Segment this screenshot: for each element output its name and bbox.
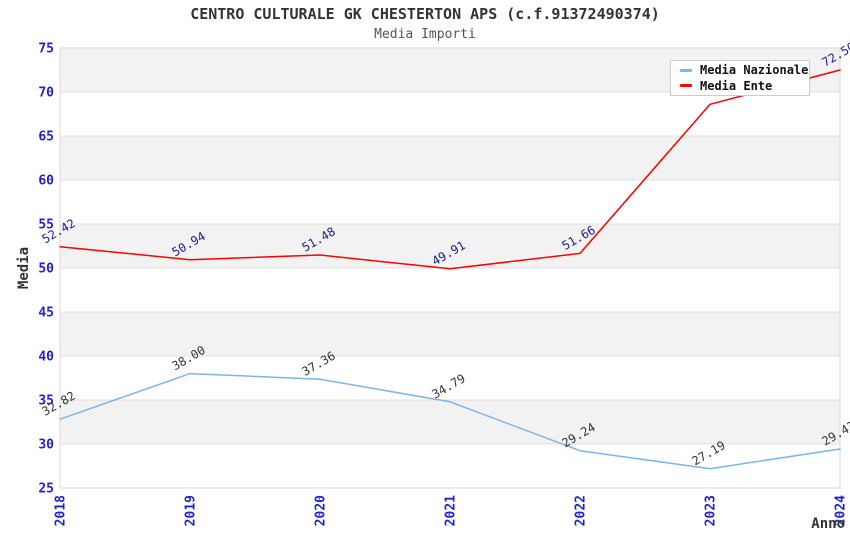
y-tick-label: 60 — [38, 174, 54, 189]
x-tick-label: 2019 — [184, 495, 199, 526]
y-tick-label: 65 — [38, 130, 54, 145]
y-tick-label: 75 — [38, 42, 54, 57]
chart-title: CENTRO CULTURALE GK CHESTERTON APS (c.f.… — [0, 5, 850, 23]
y-axis-title: Media — [16, 247, 32, 289]
band — [60, 312, 840, 356]
band — [60, 400, 840, 444]
y-tick-label: 45 — [38, 306, 54, 321]
line-swatch-icon — [680, 84, 692, 87]
legend: Media Nazionale Media Ente — [670, 60, 810, 96]
y-tick-label: 25 — [38, 482, 54, 497]
x-tick-label: 2022 — [574, 495, 589, 526]
legend-item-media-ente[interactable]: Media Ente — [680, 79, 800, 93]
y-tick-label: 70 — [38, 86, 54, 101]
y-tick-label: 30 — [38, 438, 54, 453]
legend-label-media-nazionale: Media Nazionale — [700, 63, 808, 77]
data-label: 34.79 — [430, 371, 468, 401]
x-tick-label: 2023 — [704, 495, 719, 526]
legend-label-media-ente: Media Ente — [700, 79, 772, 93]
x-tick-label: 2021 — [444, 495, 459, 526]
x-tick-label: 2018 — [54, 495, 69, 526]
chart-subtitle: Media Importi — [0, 27, 850, 42]
line-swatch-icon — [680, 69, 692, 72]
x-tick-label: 2020 — [314, 495, 329, 526]
band — [60, 136, 840, 180]
y-tick-label: 40 — [38, 350, 54, 365]
x-axis-title: Anno — [811, 516, 845, 532]
legend-item-media-nazionale[interactable]: Media Nazionale — [680, 63, 800, 77]
y-tick-label: 50 — [38, 262, 54, 277]
